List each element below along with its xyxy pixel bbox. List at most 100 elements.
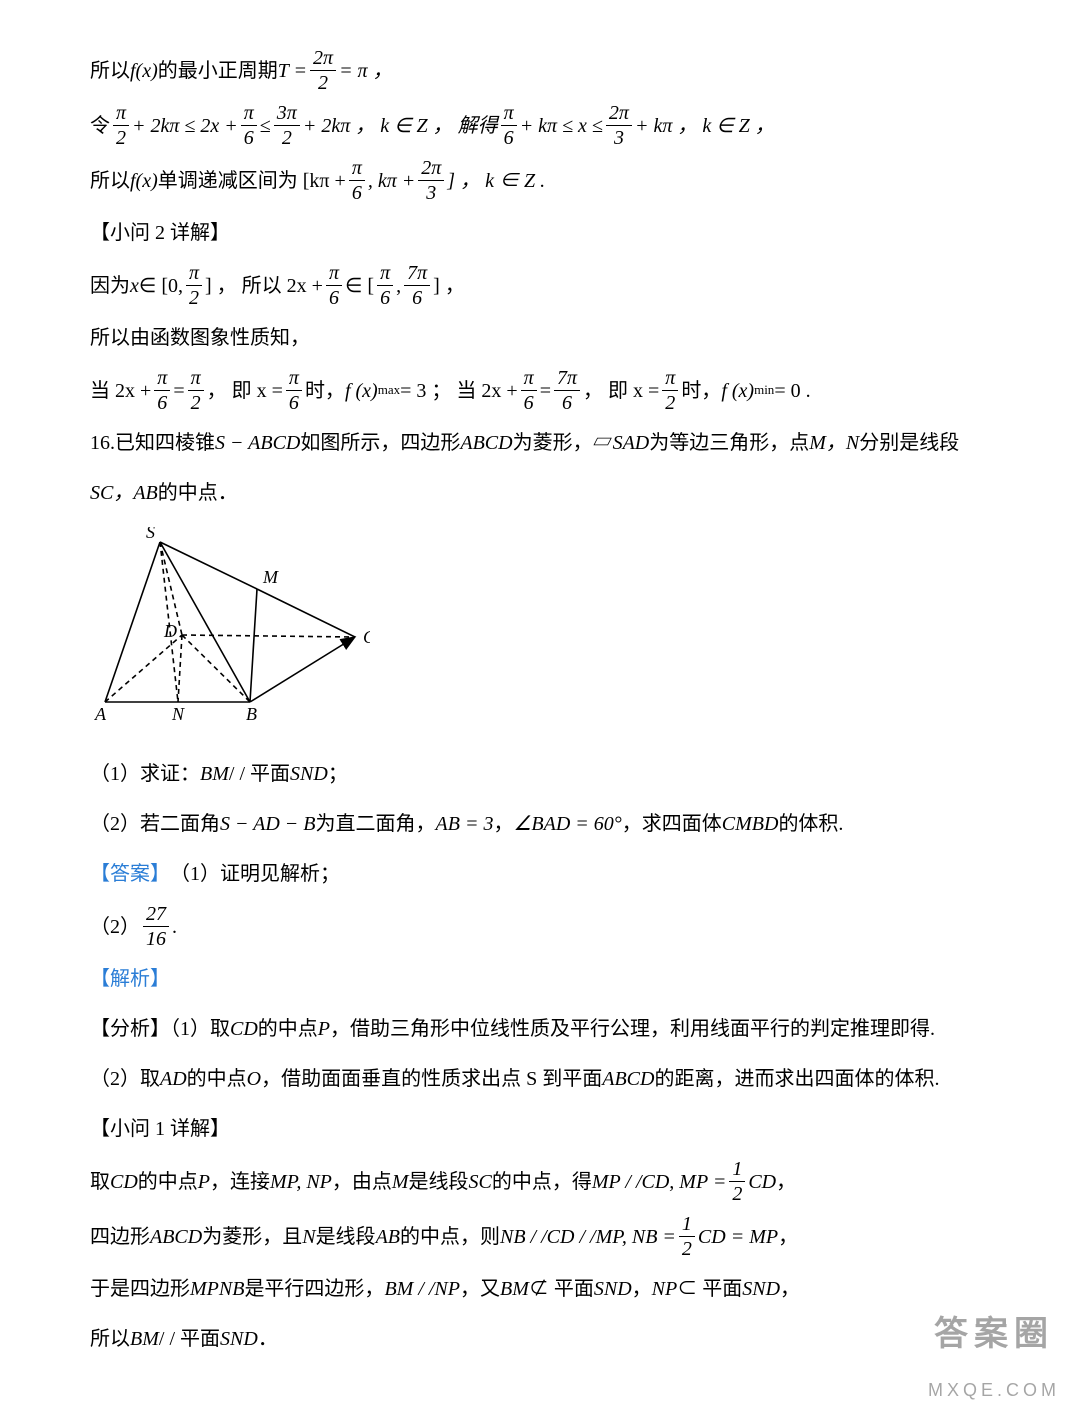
text: ； xyxy=(328,752,348,796)
frac-num: 7π xyxy=(404,261,430,286)
math: f (x) xyxy=(345,369,378,413)
math: CD xyxy=(748,1160,776,1204)
svg-text:C: C xyxy=(363,627,370,647)
math: P xyxy=(318,1007,330,1051)
frac-num: 27 xyxy=(143,902,169,927)
svg-text:D: D xyxy=(163,621,177,641)
text: （1）求证： xyxy=(90,752,200,796)
text: ，又 xyxy=(460,1267,500,1311)
fraction: 3π2 xyxy=(274,101,300,150)
text: 为菱形，且 xyxy=(202,1215,302,1259)
frac-num: π xyxy=(286,366,302,391)
math: f(x) xyxy=(130,159,158,203)
fraction: π6 xyxy=(377,261,393,310)
text: 时， xyxy=(305,369,345,413)
text: ， 即 x = xyxy=(207,369,283,413)
subscript: min xyxy=(754,376,774,405)
detail-2: 四边形 ABCD 为菱形，且 N 是线段 AB 的中点，则 NB / /CD /… xyxy=(90,1212,990,1261)
fraction: 2π3 xyxy=(606,101,632,150)
answer-label: 【答案】 xyxy=(90,852,170,896)
text: 为等边三角形，点 xyxy=(649,421,809,465)
math: CMBD xyxy=(722,802,779,846)
fraction: 2π3 xyxy=(418,156,444,205)
math: CD = MP xyxy=(698,1215,778,1259)
frac-den: 2 xyxy=(679,1237,695,1261)
text: 已知四棱锥 xyxy=(115,421,215,465)
text: 当 2x + xyxy=(90,369,151,413)
text: （2） xyxy=(90,905,140,949)
math: SC，AB xyxy=(90,471,158,515)
text: / / 平面 xyxy=(229,752,290,796)
text: 因为 xyxy=(90,264,130,308)
frac-den: 2 xyxy=(729,1182,745,1206)
text: ⊂ 平面 xyxy=(677,1267,742,1311)
fraction: 2716 xyxy=(143,902,169,951)
fraction: π6 xyxy=(349,156,365,205)
fraction: π6 xyxy=(241,101,257,150)
fraction: π6 xyxy=(521,366,537,415)
analysis-label: 【解析】 xyxy=(90,957,990,1001)
math: ] ， xyxy=(433,264,465,308)
svg-text:S: S xyxy=(146,527,155,542)
frac-num: π xyxy=(241,101,257,126)
text: 的中点，得 xyxy=(492,1160,592,1204)
frac-num: π xyxy=(188,366,204,391)
fraction: π6 xyxy=(326,261,342,310)
frac-den: 6 xyxy=(521,391,537,415)
pyramid-svg: SMCDANB xyxy=(90,527,370,722)
fraction: 12 xyxy=(729,1157,745,1206)
fraction: π2 xyxy=(186,261,202,310)
math: S − ABCD xyxy=(215,421,300,465)
fraction: π2 xyxy=(188,366,204,415)
fraction: π2 xyxy=(662,366,678,415)
math: M，N xyxy=(809,421,859,465)
frac-num: π xyxy=(154,366,170,391)
fraction: π6 xyxy=(501,101,517,150)
text: 如图所示，四边形 xyxy=(300,421,460,465)
math: MP, NP xyxy=(270,1160,332,1204)
math: ABCD xyxy=(602,1057,654,1101)
fraction: 2π 2 xyxy=(310,46,336,95)
math: BM / /NP xyxy=(384,1267,460,1311)
text: 为菱形，▱ xyxy=(513,421,613,465)
frac-den: 2 xyxy=(186,286,202,310)
frac-num: π xyxy=(521,366,537,391)
math: ABCD xyxy=(150,1215,202,1259)
frac-den: 2 xyxy=(662,391,678,415)
frac-den: 6 xyxy=(326,286,342,310)
math: SND xyxy=(220,1317,258,1361)
text: 时， xyxy=(681,369,721,413)
math: ] ， 所以 2x + xyxy=(205,264,323,308)
math: MP / /CD, MP = xyxy=(592,1160,726,1204)
text: 为直二面角， xyxy=(316,802,436,846)
math: SND xyxy=(290,752,328,796)
math: = 3 ； 当 2x + xyxy=(400,369,518,413)
frac-den: 3 xyxy=(611,126,627,150)
frac-den: 6 xyxy=(154,391,170,415)
math: ≤ xyxy=(260,104,271,148)
text: . xyxy=(172,905,177,949)
text-line: 当 2x + π6 = π2 ， 即 x = π6 时， f (x) max =… xyxy=(90,366,990,415)
frac-den: 6 xyxy=(501,126,517,150)
frac-den: 3 xyxy=(423,181,439,205)
text: （2）取 xyxy=(90,1057,160,1101)
frac-num: π xyxy=(186,261,202,286)
math: = 0 . xyxy=(774,369,810,413)
text: 的中点． xyxy=(158,471,238,515)
text: 的中点 xyxy=(258,1007,318,1051)
text: 所以 xyxy=(90,1317,130,1361)
math: ∈ [0, xyxy=(139,264,183,308)
frac-num: 1 xyxy=(679,1212,695,1237)
math: f(x) xyxy=(130,49,158,93)
math: S − AD − B xyxy=(220,802,316,846)
frac-num: π xyxy=(662,366,678,391)
math: + 2kπ ， k ∈ Z ， 解得 xyxy=(303,104,498,148)
fraction: π6 xyxy=(286,366,302,415)
frac-num: 2π xyxy=(310,46,336,71)
math: ∠BAD = 60° xyxy=(513,802,621,846)
svg-text:N: N xyxy=(171,704,185,722)
text: / / 平面 xyxy=(159,1317,220,1361)
detail-4: 所以 BM / / 平面 SND ． xyxy=(90,1317,990,1361)
math: AD xyxy=(160,1057,187,1101)
math: AB = 3 xyxy=(436,802,494,846)
